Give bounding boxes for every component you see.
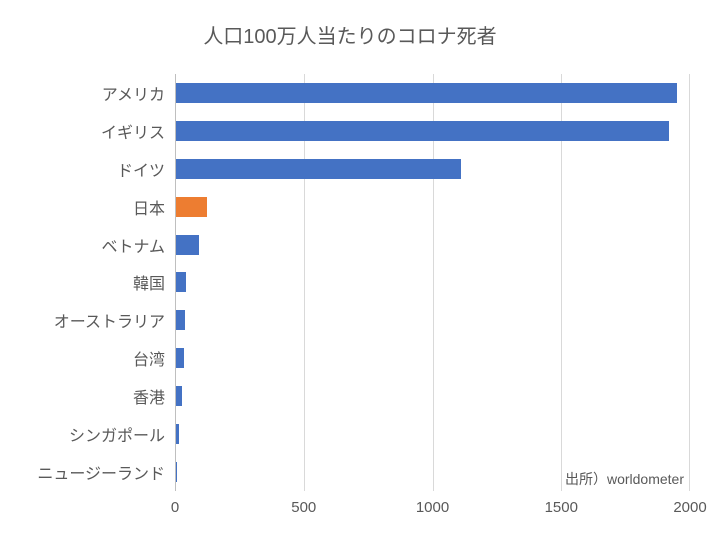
y-axis-labels: アメリカイギリスドイツ日本ベトナム韓国オーストラリア台湾香港シンガポールニュージ… bbox=[10, 74, 175, 491]
y-axis-label: 韓国 bbox=[10, 270, 175, 294]
y-axis-label: イギリス bbox=[10, 119, 175, 143]
y-axis-label: 日本 bbox=[10, 195, 175, 219]
y-axis-label: シンガポール bbox=[10, 422, 175, 446]
bar bbox=[176, 348, 184, 368]
bar-slot bbox=[176, 310, 690, 330]
source-label: 出所）worldometer bbox=[565, 469, 684, 489]
x-axis-tick: 0 bbox=[171, 499, 179, 516]
chart-title: 人口100万人当たりのコロナ死者 bbox=[10, 20, 690, 49]
x-axis-tick: 500 bbox=[291, 499, 316, 516]
bar bbox=[176, 121, 669, 141]
bar-slot bbox=[176, 159, 690, 179]
bar bbox=[176, 310, 185, 330]
bars-region: 出所）worldometer bbox=[175, 74, 690, 491]
y-axis-label: オーストラリア bbox=[10, 308, 175, 332]
bar bbox=[176, 235, 199, 255]
x-axis: 0500100015002000 bbox=[175, 499, 690, 521]
y-axis-label: ドイツ bbox=[10, 157, 175, 181]
chart-container: 人口100万人当たりのコロナ死者 アメリカイギリスドイツ日本ベトナム韓国オースト… bbox=[0, 0, 720, 541]
bar-slot bbox=[176, 197, 690, 217]
bar-slot bbox=[176, 235, 690, 255]
bar bbox=[176, 83, 677, 103]
bar bbox=[176, 159, 461, 179]
y-axis-label: ニュージーランド bbox=[10, 460, 175, 484]
y-axis-label: 香港 bbox=[10, 384, 175, 408]
bar-slot bbox=[176, 386, 690, 406]
y-axis-label: ベトナム bbox=[10, 233, 175, 257]
x-axis-tick: 1000 bbox=[416, 499, 449, 516]
bar-slot bbox=[176, 121, 690, 141]
plot-area: アメリカイギリスドイツ日本ベトナム韓国オーストラリア台湾香港シンガポールニュージ… bbox=[10, 74, 690, 491]
bar bbox=[176, 462, 177, 482]
bar-slot bbox=[176, 424, 690, 444]
bar-slot bbox=[176, 272, 690, 292]
bar bbox=[176, 272, 186, 292]
bar-slot bbox=[176, 348, 690, 368]
x-axis-tick: 2000 bbox=[673, 499, 706, 516]
x-axis-tick: 1500 bbox=[545, 499, 578, 516]
y-axis-label: 台湾 bbox=[10, 346, 175, 370]
bars bbox=[176, 74, 690, 491]
bar bbox=[176, 197, 207, 217]
bar bbox=[176, 386, 182, 406]
y-axis-label: アメリカ bbox=[10, 81, 175, 105]
bar bbox=[176, 424, 179, 444]
bar-slot bbox=[176, 83, 690, 103]
